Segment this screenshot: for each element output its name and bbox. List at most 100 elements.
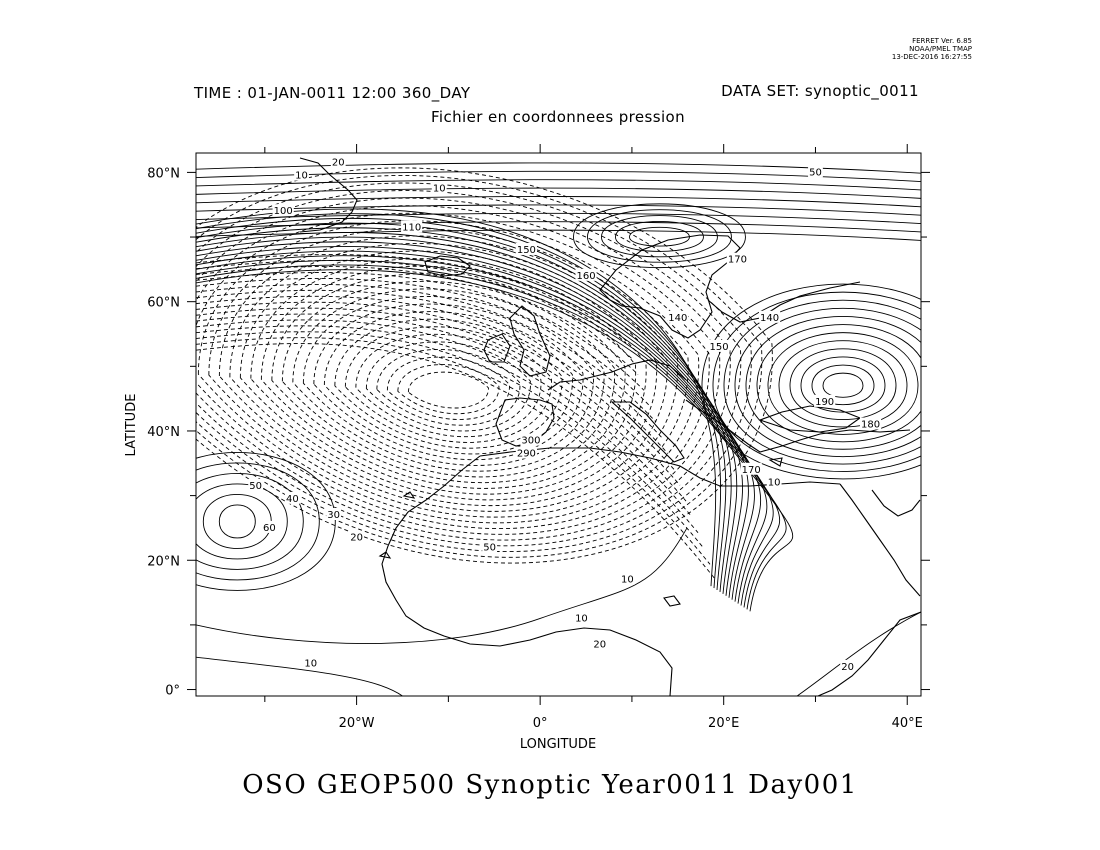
contour-label: 140 [760,313,779,324]
contour-jet [196,337,711,565]
contour-high [822,372,864,398]
contour-arctic [196,162,921,174]
coastline-ireland [483,333,511,363]
contour-atlantic-high [196,462,320,581]
contour-label: 170 [728,255,747,266]
coastline-cape-verde [378,551,392,559]
contour-label-bg [740,462,762,475]
contour-label-bg [808,165,823,178]
coastline-scandinavia [599,234,741,339]
coastline-baltic [707,281,861,323]
ferret-version: FERRET Ver. 6.85 [912,37,972,45]
contour-high [734,308,921,457]
contour-label: 50 [483,542,496,553]
contour-jet [196,272,645,391]
contour-jet-solid [196,259,781,608]
contour-low [197,220,699,524]
contour-low [196,167,773,564]
x-tick-label: 40°E [892,716,923,731]
contour-low [196,182,752,552]
contour-label-bg [330,155,346,168]
contour-label-bg [515,242,537,255]
contour-label: 10 [768,478,781,489]
contour-label-bg [262,520,277,533]
contour-label: 150 [710,342,729,353]
contour-high [800,356,886,413]
contour-arctic [196,221,921,233]
contour-label: 110 [402,222,421,233]
contour-label-bg [766,475,782,488]
x-tick-label: 20°E [708,716,739,731]
contour-atlantic-high [196,473,304,570]
x-tick-label: 20°W [339,716,375,731]
contour-label-bg [814,394,836,407]
contour-jet-solid [196,241,755,600]
time-header: TIME : 01-JAN-0011 12:00 360_DAY [194,84,471,102]
contour-low [376,348,521,426]
contour-low [313,303,584,460]
contour-jet-solid [196,245,762,602]
contour-jet [196,295,669,454]
ferret-org: NOAA/PMEL TMAP [909,45,972,53]
contour-jet [196,331,705,549]
y-tick-label: 60°N [147,296,180,311]
contour-label: 20 [841,662,854,673]
coastline-black-sea [758,405,862,433]
y-axis-label: LATITUDE [124,394,139,457]
contour-label-bg [758,310,781,323]
coastline-iceland [424,255,471,277]
coastline-iberia [495,397,555,447]
y-tick-label: 40°N [147,425,180,440]
contour-jet [196,313,687,502]
contour-field [196,162,921,696]
contour-high-north [614,220,704,252]
contour-jet-solid [196,269,794,612]
contour-jet [196,260,633,360]
contour-jet [196,301,675,470]
contour-low [250,258,647,495]
contour-low [302,296,594,466]
coastline-canary-islands [402,491,416,499]
contour-label: 10 [304,659,317,670]
contour-jet [196,266,639,375]
contour-tropical [196,656,403,696]
coastline-arabia [871,489,921,517]
contour-label-bg [840,659,855,672]
contour-low [323,311,573,455]
contour-label-bg [726,252,749,265]
contour-label-bg [575,268,597,281]
contour-label: 10 [621,575,634,586]
contour-low [208,227,689,518]
coastline-west-africa [381,455,673,696]
contour-arctic [196,187,921,199]
contour-high-north [572,203,746,269]
contour-label: 140 [668,313,687,324]
contour-atlantic-high [196,452,336,591]
contour-label-bg [592,637,608,650]
contour-high [789,348,897,420]
contour-low [281,280,615,478]
contour-label-bg [401,220,423,233]
contour-label-bg [303,656,319,669]
contour-label: 180 [861,420,880,431]
contour-low [260,265,636,489]
contour-label-bg [482,540,498,553]
contour-label: 160 [576,271,595,282]
contour-jet-solid [196,264,787,610]
contour-label-bg [272,204,294,217]
contour-label: 100 [274,206,293,217]
contour-atlantic-high [202,494,272,549]
contour-label-bg [859,417,882,430]
contour-label: 300 [521,436,540,447]
contour-label: 50 [249,481,262,492]
contour-low [334,318,563,449]
contour-high [723,299,921,465]
x-tick-label: 0° [533,716,548,731]
contour-low [196,197,731,541]
contour-label: 10 [575,613,588,624]
contour-label-bg [619,572,635,585]
contour-label-bg [431,181,447,194]
contour-label-bg [515,446,537,459]
contour-label-bg [520,433,542,446]
